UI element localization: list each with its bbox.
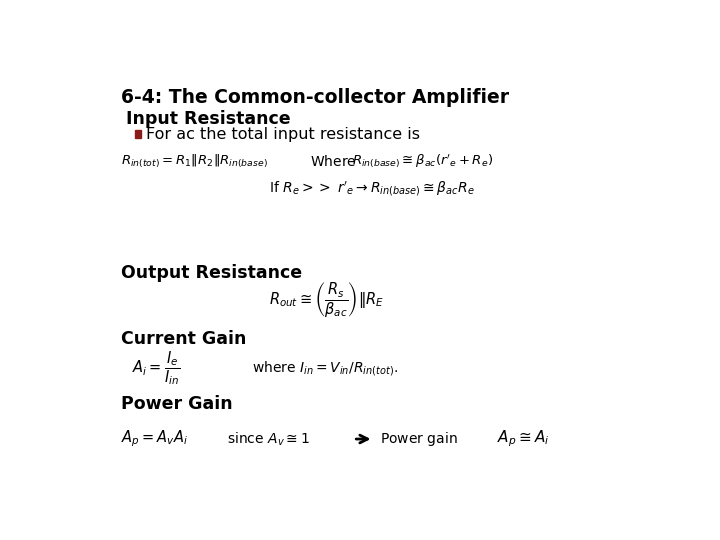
Text: $A_p \cong A_i$: $A_p \cong A_i$ [498,429,550,449]
Text: $R_{in(base)} \cong \beta_{ac}(r'_e + R_e)$: $R_{in(base)} \cong \beta_{ac}(r'_e + R_… [352,152,493,170]
Text: $\mathrm{since}\ A_v \cong 1$: $\mathrm{since}\ A_v \cong 1$ [227,430,310,448]
Text: Power Gain: Power Gain [121,395,233,413]
Text: For ac the total input resistance is: For ac the total input resistance is [145,127,420,141]
Text: Output Resistance: Output Resistance [121,264,302,282]
Text: 6-4: The Common-collector Amplifier: 6-4: The Common-collector Amplifier [121,87,509,107]
Text: $\mathrm{If}\ R_e {>>}\ r'_e \rightarrow R_{in(base)} \cong \beta_{ac}R_e$: $\mathrm{If}\ R_e {>>}\ r'_e \rightarrow… [269,180,474,199]
Text: Input Resistance: Input Resistance [126,110,291,128]
Text: $R_{in(tot)} = R_1 \| R_2 \| R_{in(base)}$: $R_{in(tot)} = R_1 \| R_2 \| R_{in(base)… [121,153,267,170]
Bar [135,130,141,138]
Text: $A_p = A_v A_i$: $A_p = A_v A_i$ [121,429,188,449]
Text: $\mathrm{Power\ gain}$: $\mathrm{Power\ gain}$ [380,430,458,448]
Text: $R_{out} \cong \left(\dfrac{R_s}{\beta_{ac}}\right) \| R_E$: $R_{out} \cong \left(\dfrac{R_s}{\beta_{… [269,280,384,319]
Text: $\mathrm{where}\ I_{in} = V_{in}/R_{in(tot)}.$: $\mathrm{where}\ I_{in} = V_{in}/R_{in(t… [252,359,398,378]
Text: Current Gain: Current Gain [121,330,246,348]
Text: $A_i = \dfrac{I_e}{I_{in}}$: $A_i = \dfrac{I_e}{I_{in}}$ [132,349,180,387]
Text: $\mathrm{Where}$: $\mathrm{Where}$ [310,154,357,169]
